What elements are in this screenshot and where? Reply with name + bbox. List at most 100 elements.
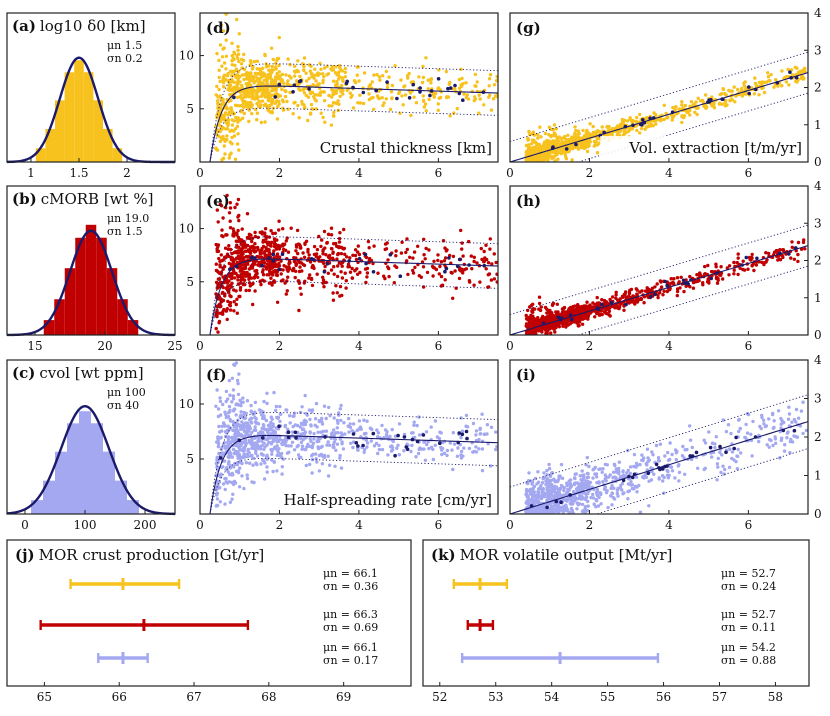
x-tick-label: 2 — [586, 339, 594, 353]
data-point — [490, 262, 494, 266]
data-point — [376, 431, 381, 435]
data-point — [340, 440, 344, 444]
axes-frame — [6, 359, 176, 515]
data-point — [306, 250, 310, 254]
data-point — [417, 415, 421, 419]
data-point — [243, 273, 247, 277]
reference-point — [428, 93, 432, 98]
data-point — [405, 442, 409, 446]
data-point — [429, 81, 433, 85]
data-point — [277, 63, 281, 68]
data-point — [269, 276, 273, 280]
reference-point — [624, 302, 628, 307]
data-point — [600, 312, 604, 317]
data-point — [341, 78, 345, 82]
data-point — [492, 277, 497, 281]
data-point — [271, 270, 275, 274]
reference-point — [398, 274, 403, 279]
data-point — [767, 79, 771, 83]
data-point — [385, 430, 389, 434]
data-point — [231, 232, 235, 236]
data-point — [278, 419, 282, 424]
reference-point — [418, 86, 422, 90]
data-point — [221, 234, 225, 239]
data-point — [424, 430, 429, 434]
data-point — [355, 73, 359, 77]
data-point — [317, 418, 321, 423]
data-point — [285, 99, 289, 104]
data-point — [552, 155, 556, 160]
data-point — [453, 269, 457, 273]
data-point — [485, 423, 490, 427]
data-point — [576, 147, 581, 151]
data-point — [251, 456, 256, 460]
data-point — [276, 415, 281, 420]
reference-point — [755, 256, 759, 261]
y-tick-label: 4 — [814, 179, 822, 193]
data-point — [566, 133, 570, 137]
data-point — [610, 503, 614, 507]
data-point — [254, 249, 258, 254]
data-point — [416, 244, 420, 248]
data-point — [359, 427, 363, 431]
data-point — [337, 102, 341, 106]
data-point — [762, 90, 767, 95]
data-point — [495, 272, 498, 276]
histogram-bar — [106, 268, 118, 335]
data-point — [234, 424, 239, 428]
data-point — [236, 82, 240, 86]
data-point — [272, 436, 276, 440]
data-point — [386, 453, 390, 457]
data-point — [474, 433, 478, 437]
data-point — [241, 116, 245, 120]
data-point — [382, 274, 386, 278]
data-point — [635, 115, 639, 120]
data-point — [353, 253, 358, 258]
data-point — [320, 416, 324, 421]
x-tick-label: 6 — [435, 339, 443, 353]
data-point — [461, 82, 465, 86]
data-point — [445, 448, 450, 453]
data-point — [344, 279, 348, 283]
data-point — [372, 244, 376, 248]
data-point — [531, 307, 535, 311]
stat-sigma: σn 0.2 — [107, 52, 143, 65]
data-point — [233, 438, 237, 442]
data-point — [229, 262, 234, 267]
data-point — [336, 431, 340, 435]
data-point — [334, 101, 338, 105]
data-point — [583, 308, 587, 312]
data-point — [329, 226, 334, 230]
data-point — [253, 79, 258, 83]
data-point — [356, 447, 360, 451]
data-point — [234, 148, 237, 151]
data-point — [222, 137, 227, 141]
data-point — [288, 62, 292, 67]
reference-point — [464, 429, 469, 434]
reference-point — [260, 263, 264, 268]
data-point — [232, 57, 236, 61]
data-point — [240, 83, 244, 88]
data-point — [533, 145, 538, 149]
data-point — [245, 88, 249, 93]
data-point — [537, 307, 541, 311]
data-point — [300, 444, 305, 448]
data-point — [569, 146, 573, 150]
data-point — [227, 461, 231, 465]
data-point — [767, 251, 771, 256]
data-point — [555, 152, 559, 157]
histogram-bar — [117, 299, 128, 335]
data-point — [235, 17, 239, 22]
data-point — [215, 249, 219, 254]
data-point — [292, 448, 297, 452]
data-point — [244, 288, 248, 293]
data-point — [478, 426, 482, 430]
data-point — [308, 437, 312, 441]
data-point — [236, 132, 240, 136]
data-point — [250, 421, 254, 425]
data-point — [749, 432, 753, 436]
data-point — [333, 464, 337, 468]
data-point — [302, 436, 307, 440]
data-point — [363, 267, 368, 271]
data-point — [293, 74, 297, 78]
